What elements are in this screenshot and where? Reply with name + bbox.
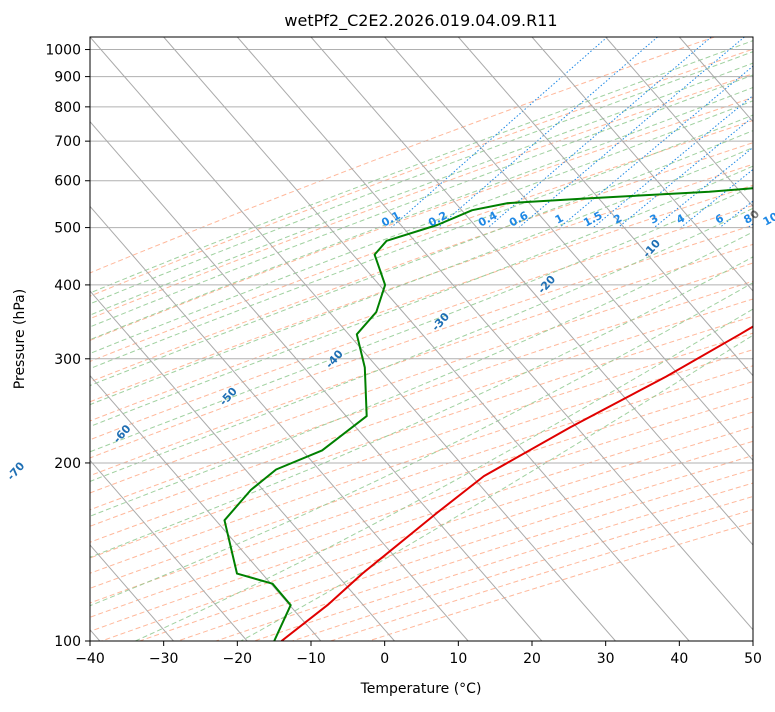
- mixing-ratio-label: 0.1: [379, 209, 402, 230]
- dry-adiabat: [254, 37, 775, 641]
- isotherm-gridline: [679, 37, 775, 641]
- isotherm-gridline: [0, 37, 468, 641]
- x-tick-label: 0: [380, 651, 389, 667]
- mixing-ratio-line: [438, 37, 657, 228]
- y-tick-label: 500: [54, 221, 81, 237]
- dry-adiabat: [102, 37, 775, 641]
- mixing-ratio-line: [771, 37, 775, 228]
- dry-adiabat: [216, 37, 775, 641]
- mixing-ratio-line: [720, 37, 775, 228]
- plot-frame: [90, 37, 753, 641]
- isopleth-labels: -100-90-80-70-60-50-40-30-20-10010203040…: [0, 66, 775, 598]
- x-axis-label: Temperature (°C): [360, 681, 482, 697]
- x-tick-label: −30: [149, 651, 179, 667]
- y-axis-label: Pressure (hPa): [12, 289, 28, 389]
- y-tick-label: 1000: [45, 43, 81, 59]
- isotherm-label: -10: [640, 237, 663, 261]
- dry-adiabat: [178, 37, 775, 641]
- x-tick-label: 30: [597, 651, 615, 667]
- x-tick-label: −40: [75, 651, 105, 667]
- mixing-ratio-label: 0.6: [507, 209, 531, 230]
- x-tick-label: 20: [523, 651, 541, 667]
- y-tick-label: 900: [54, 70, 81, 86]
- mixing-ratio-line: [618, 37, 775, 228]
- x-tick-label: −10: [296, 651, 326, 667]
- y-tick-label: 300: [54, 352, 81, 368]
- isotherm-gridline: [606, 37, 775, 641]
- mixing-ratio-label: 1.5: [581, 209, 604, 230]
- y-tick-label: 800: [54, 100, 81, 116]
- y-tick-label: 100: [54, 634, 81, 650]
- x-tick-label: 50: [744, 651, 762, 667]
- mixing-ratio-label: 0.2: [426, 209, 449, 230]
- mixing-ratio-label: 6: [713, 211, 726, 226]
- temperature-profile-line: [282, 63, 775, 641]
- dry-adiabat: [369, 37, 775, 641]
- mixing-ratio-label: 0.4: [476, 209, 500, 230]
- y-tick-label: 700: [54, 134, 81, 150]
- isotherm-gridline: [311, 37, 775, 641]
- dry-adiabat: [331, 37, 775, 641]
- mixing-ratio-line: [748, 37, 775, 228]
- isotherm-gridline: [753, 37, 775, 641]
- x-tick-label: 10: [449, 651, 467, 667]
- mixing-ratio-line: [681, 37, 775, 228]
- chart-title: wetPf2_C2E2.2026.019.04.09.R11: [284, 11, 557, 31]
- y-tick-label: 400: [54, 278, 81, 294]
- isotherm-label: -70: [4, 459, 27, 483]
- isotherm-label: -50: [217, 385, 240, 409]
- mixing-ratio-label: 2: [611, 212, 624, 227]
- background-grid: [0, 37, 775, 641]
- x-tick-label: −20: [223, 651, 253, 667]
- isotherm-gridline: [532, 37, 775, 641]
- dry-adiabat: [63, 37, 775, 641]
- x-tick-label: 40: [670, 651, 688, 667]
- mixing-ratio-label: 1: [553, 212, 566, 227]
- y-tick-label: 200: [54, 456, 81, 472]
- y-tick-label: 600: [54, 174, 81, 190]
- isotherm-gridline: [0, 37, 394, 641]
- mixing-ratio-label: 10: [761, 210, 775, 229]
- isotherm-gridline: [0, 37, 321, 641]
